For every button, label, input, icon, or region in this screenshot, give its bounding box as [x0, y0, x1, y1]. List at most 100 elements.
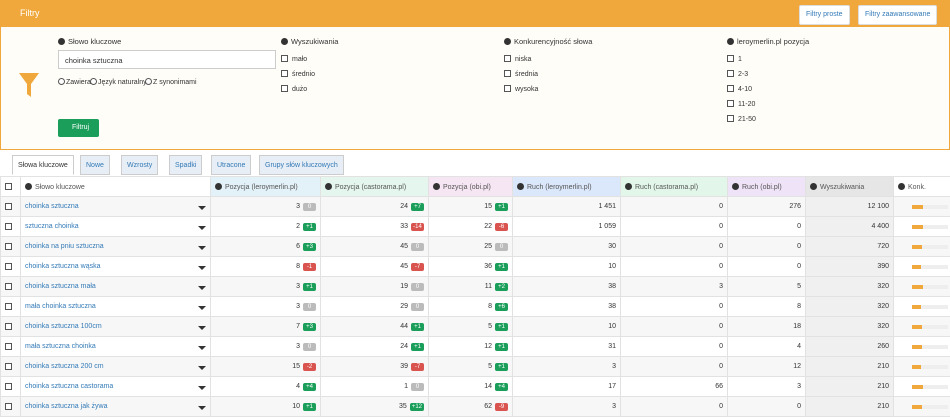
checkbox[interactable]	[281, 85, 288, 92]
checkbox[interactable]	[281, 70, 288, 77]
keyword-link[interactable]: choinka sztuczna	[25, 203, 79, 210]
column-header[interactable]: Ruch (obi.pl)	[727, 176, 806, 197]
checkbox-option[interactable]: niska	[504, 55, 531, 63]
checkbox[interactable]	[727, 70, 734, 77]
radio-option[interactable]: Język naturalny	[90, 78, 147, 86]
tab[interactable]: Wzrosty	[121, 155, 159, 175]
checkbox[interactable]	[727, 115, 734, 122]
checkbox-option[interactable]: dużo	[281, 85, 307, 93]
checkbox[interactable]	[504, 70, 511, 77]
keyword-link[interactable]: choinka sztuczna 200 cm	[25, 363, 104, 370]
column-header[interactable]: Wyszukiwania	[805, 176, 894, 197]
checkbox[interactable]	[5, 302, 12, 310]
checkbox[interactable]	[504, 85, 511, 92]
position-cell: 12 +1	[428, 336, 513, 357]
dropdown-toggle[interactable]	[198, 246, 206, 250]
tab[interactable]: Nowe	[80, 155, 110, 175]
keyword-link[interactable]: sztuczna choinka	[25, 223, 79, 230]
checkbox-option[interactable]: średnia	[504, 70, 538, 78]
position-value: 3	[296, 302, 300, 310]
column-header[interactable]: Ruch (castorama.pl)	[620, 176, 728, 197]
column-header[interactable]: Pozycja (castorama.pl)	[320, 176, 429, 197]
keyword-input[interactable]: choinka sztuczna	[58, 50, 276, 69]
checkbox[interactable]	[727, 100, 734, 107]
keyword-link[interactable]: choinka sztuczna jak żywa	[25, 403, 108, 410]
column-header[interactable]: Ruch (leroymerlin.pl)	[512, 176, 621, 197]
checkbox[interactable]	[504, 55, 511, 62]
option-label: dużo	[292, 86, 308, 93]
competition-cell	[893, 356, 950, 377]
position-change: +1	[495, 322, 508, 331]
tab[interactable]: Spadki	[169, 155, 203, 175]
radio[interactable]	[58, 78, 65, 85]
keyword-link[interactable]: choinka sztuczna castorama	[25, 383, 114, 390]
keyword-link[interactable]: choinka sztuczna mała	[25, 283, 96, 290]
keyword-link[interactable]: mała choinka sztuczna	[25, 303, 96, 310]
checkbox[interactable]	[5, 322, 12, 330]
position-value: 12	[484, 342, 492, 350]
keyword-link[interactable]: mała sztuczna choinka	[25, 343, 96, 350]
dropdown-toggle[interactable]	[198, 286, 206, 290]
checkbox-option[interactable]: 11-20	[727, 100, 755, 108]
checkbox[interactable]	[5, 382, 12, 390]
checkbox[interactable]	[5, 242, 12, 250]
advanced-filters-button[interactable]: Filtry zaawansowane	[858, 5, 938, 25]
dropdown-toggle[interactable]	[198, 266, 206, 270]
checkbox[interactable]	[5, 182, 12, 190]
checkbox[interactable]	[5, 282, 12, 290]
checkbox-option[interactable]: 4-10	[727, 85, 752, 93]
column-header[interactable]: Pozycja (leroymerlin.pl)	[210, 176, 321, 197]
competition-bar	[912, 244, 948, 249]
checkbox[interactable]	[5, 362, 12, 370]
competition-cell	[893, 216, 950, 237]
traffic-cell: 0	[620, 336, 728, 357]
dropdown-toggle[interactable]	[198, 326, 206, 330]
checkbox[interactable]	[727, 55, 734, 62]
checkbox[interactable]	[5, 342, 12, 350]
position-value: 6	[296, 242, 300, 250]
radio[interactable]	[145, 78, 152, 85]
column-header[interactable]: Słowo kluczowe	[20, 176, 211, 197]
checkbox-option[interactable]: mało	[281, 55, 307, 63]
help-icon	[517, 182, 524, 190]
tab[interactable]: Słowa kluczowe	[12, 155, 74, 175]
position-change: -1	[303, 262, 316, 271]
dropdown-toggle[interactable]	[198, 366, 206, 370]
checkbox-option[interactable]: 2-3	[727, 70, 748, 78]
keyword-link[interactable]: choinka sztuczna wąska	[25, 263, 101, 270]
traffic-cell: 0	[620, 316, 728, 337]
filter-button[interactable]: Filtruj	[58, 119, 99, 137]
checkbox[interactable]	[5, 222, 12, 230]
radio[interactable]	[90, 78, 97, 85]
dropdown-toggle[interactable]	[198, 346, 206, 350]
simple-filters-button[interactable]: Filtry proste	[799, 5, 850, 25]
dropdown-toggle[interactable]	[198, 406, 206, 410]
checkbox[interactable]	[5, 402, 12, 410]
dropdown-toggle[interactable]	[198, 386, 206, 390]
checkbox-option[interactable]: średnio	[281, 70, 315, 78]
position-value: 8	[488, 302, 492, 310]
help-icon	[732, 182, 739, 190]
radio-option[interactable]: Z synonimami	[145, 78, 197, 86]
keyword-link[interactable]: choinka na pniu sztuczna	[25, 243, 104, 250]
keyword-link[interactable]: choinka sztuczna 100cm	[25, 323, 102, 330]
checkbox[interactable]	[281, 55, 288, 62]
checkbox[interactable]	[5, 262, 12, 270]
radio-option[interactable]: Zawiera	[58, 78, 91, 86]
dropdown-toggle[interactable]	[198, 306, 206, 310]
tab[interactable]: Utracone	[211, 155, 252, 175]
tab[interactable]: Grupy słów kluczowych	[259, 155, 344, 175]
checkbox-option[interactable]: 1	[727, 55, 742, 63]
checkbox-option[interactable]: 21-50	[727, 115, 756, 123]
column-header[interactable]: Konk.	[893, 176, 950, 197]
dropdown-toggle[interactable]	[198, 226, 206, 230]
dropdown-toggle[interactable]	[198, 206, 206, 210]
searches-cell: 390	[805, 256, 894, 277]
position-cell: 25 0	[428, 236, 513, 257]
checkbox-option[interactable]: wysoka	[504, 85, 538, 93]
column-header[interactable]: Pozycja (obi.pl)	[428, 176, 513, 197]
checkbox[interactable]	[5, 202, 12, 210]
searches-cell: 320	[805, 296, 894, 317]
checkbox[interactable]	[727, 85, 734, 92]
select-cell	[0, 316, 21, 337]
